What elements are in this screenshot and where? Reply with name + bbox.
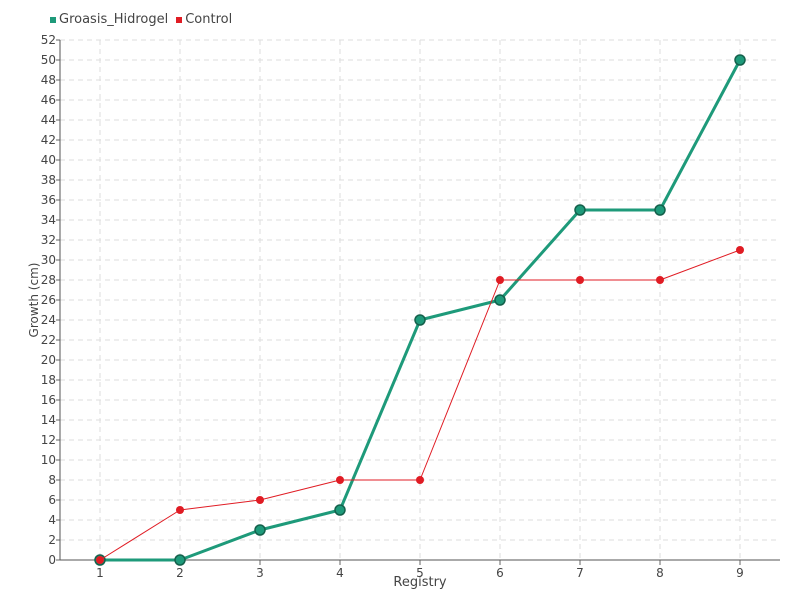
- y-tick-label: 8: [48, 473, 56, 487]
- y-tick-label: 38: [41, 173, 56, 187]
- axes: 0246810121416182022242628303234363840424…: [41, 33, 780, 580]
- x-tick-label: 1: [96, 566, 104, 580]
- y-tick-label: 48: [41, 73, 56, 87]
- y-tick-label: 46: [41, 93, 56, 107]
- y-tick-label: 22: [41, 333, 56, 347]
- data-point-control: [256, 496, 264, 504]
- legend-swatch-control: [176, 16, 183, 23]
- x-axis-label: Registry: [393, 575, 447, 590]
- x-tick-label: 7: [576, 566, 584, 580]
- data-point-groasis: [414, 314, 426, 326]
- x-tick-label: 2: [176, 566, 184, 580]
- y-tick-label: 6: [48, 493, 56, 507]
- data-point-groasis: [334, 504, 346, 516]
- series-groasis: [94, 54, 746, 566]
- legend-label-control: Control: [185, 12, 233, 27]
- x-tick-label: 5: [416, 566, 424, 580]
- y-tick-label: 30: [41, 253, 56, 267]
- data-point-control: [576, 276, 584, 284]
- legend-item-groasis[interactable]: Groasis_Hidrogel: [50, 12, 168, 27]
- y-tick-label: 34: [41, 213, 56, 227]
- y-tick-label: 12: [41, 433, 56, 447]
- x-tick-label: 4: [336, 566, 344, 580]
- data-point-control: [496, 276, 504, 284]
- series: [94, 54, 746, 566]
- y-tick-label: 4: [48, 513, 56, 527]
- y-tick-label: 36: [41, 193, 56, 207]
- y-tick-label: 16: [41, 393, 56, 407]
- y-axis-label: Growth (cm): [27, 263, 41, 338]
- data-point-groasis: [734, 54, 746, 66]
- x-tick-label: 9: [736, 566, 744, 580]
- data-point-control: [336, 476, 344, 484]
- y-tick-label: 0: [48, 553, 56, 567]
- x-tick-label: 6: [496, 566, 504, 580]
- y-tick-label: 18: [41, 373, 56, 387]
- y-tick-label: 28: [41, 273, 56, 287]
- y-tick-label: 24: [41, 313, 56, 327]
- y-tick-label: 10: [41, 453, 56, 467]
- y-tick-label: 42: [41, 133, 56, 147]
- legend-label-groasis: Groasis_Hidrogel: [59, 12, 169, 27]
- data-point-control: [656, 276, 664, 284]
- y-tick-label: 32: [41, 233, 56, 247]
- data-point-control: [96, 556, 104, 564]
- legend-swatch-groasis: [50, 16, 56, 23]
- y-tick-label: 26: [41, 293, 56, 307]
- y-tick-label: 40: [41, 153, 56, 167]
- x-tick-label: 8: [656, 566, 664, 580]
- x-tick-label: 3: [256, 566, 264, 580]
- data-point-groasis: [654, 204, 666, 216]
- data-point-groasis: [574, 204, 586, 216]
- y-tick-label: 14: [41, 413, 56, 427]
- legend-item-control[interactable]: Control: [176, 12, 232, 27]
- y-tick-label: 20: [41, 353, 56, 367]
- data-point-control: [736, 246, 744, 254]
- y-tick-label: 50: [41, 53, 56, 67]
- y-tick-label: 52: [41, 33, 56, 47]
- data-point-control: [416, 476, 424, 484]
- data-point-groasis: [174, 554, 186, 566]
- data-point-groasis: [254, 524, 266, 536]
- y-tick-label: 44: [41, 113, 56, 127]
- series-control: [96, 246, 744, 564]
- data-point-control: [176, 506, 184, 514]
- data-point-groasis: [494, 294, 506, 306]
- y-tick-label: 2: [48, 533, 56, 547]
- chart-legend: Groasis_Hidrogel Control: [50, 12, 232, 27]
- grid: [60, 39, 780, 560]
